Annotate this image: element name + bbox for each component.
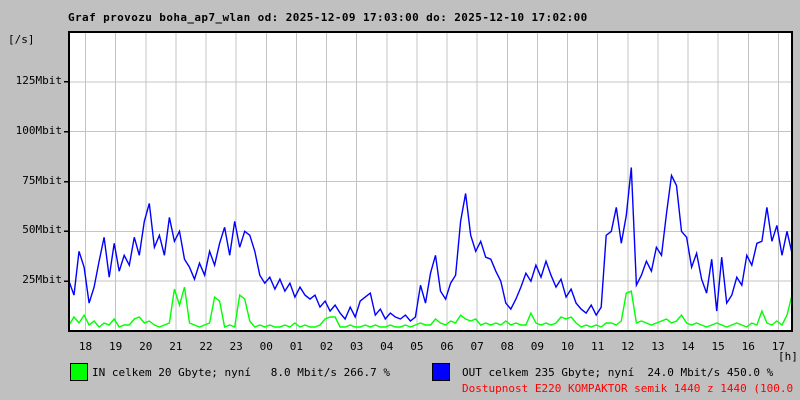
x-axis-tick-label: 13	[651, 340, 665, 353]
x-axis-tick-label: 10	[560, 340, 575, 353]
availability-status-text: Dostupnost E220 KOMPAKTOR semik 1440 z 1…	[462, 382, 800, 395]
graph-title: Graf provozu boha_ap7_wlan od: 2025-12-0…	[68, 11, 588, 24]
x-axis-tick-label: 16	[741, 340, 755, 353]
x-axis-tick-label: 04	[380, 340, 394, 353]
x-axis-tick-label: 14	[681, 340, 695, 353]
x-axis-tick-label: 05	[410, 340, 424, 353]
x-axis-tick-label: 19	[109, 340, 123, 353]
x-axis-tick-label: 08	[500, 340, 514, 353]
y-axis-tick-label: 50Mbit	[22, 223, 62, 237]
x-axis-tick-label: 21	[169, 340, 183, 353]
x-axis-tick-label: 22	[199, 340, 213, 353]
x-axis-tick-label: 18	[78, 340, 93, 353]
y-axis-tick-label: 75Mbit	[22, 173, 62, 187]
plot-frame	[68, 31, 793, 332]
x-axis-tick-label: 20	[139, 340, 153, 353]
x-axis-tick-label: 11	[591, 340, 605, 353]
x-axis-tick-label: 03	[350, 340, 364, 353]
x-axis-tick-label: 01	[289, 340, 303, 353]
x-axis-tick-label: 23	[229, 340, 243, 353]
x-axis-tick-label: 02	[319, 340, 334, 353]
in-series-line	[68, 286, 793, 328]
y-axis-tick-label: 125Mbit	[15, 73, 62, 87]
legend-out-swatch	[432, 363, 450, 381]
y-axis-tick-label: 100Mbit	[15, 123, 62, 137]
x-axis-tick-label: 00	[259, 340, 273, 353]
x-axis-tick-label: 07	[470, 340, 484, 353]
x-axis-tick-label: 06	[440, 340, 454, 353]
traffic-graph-svg	[64, 31, 793, 332]
y-axis-tick-label: 25Mbit	[22, 273, 62, 287]
x-axis-tick-label: 12	[621, 340, 635, 353]
traffic-graph-plot	[63, 29, 798, 340]
out-series-line	[68, 167, 793, 322]
x-axis-unit-label: [h]	[778, 350, 798, 363]
legend-in-swatch	[70, 363, 88, 381]
y-axis-unit-label: [/s]	[8, 33, 35, 46]
x-axis-tick-label: 17	[771, 340, 785, 353]
legend-in-label: IN celkem 20 Gbyte; nyní 8.0 Mbit/s 266.…	[92, 366, 391, 379]
x-axis-tick-label: 15	[711, 340, 725, 353]
x-axis-tick-label: 09	[530, 340, 544, 353]
legend-out-label: OUT celkem 235 Gbyte; nyní 24.0 Mbit/s 4…	[462, 366, 774, 379]
